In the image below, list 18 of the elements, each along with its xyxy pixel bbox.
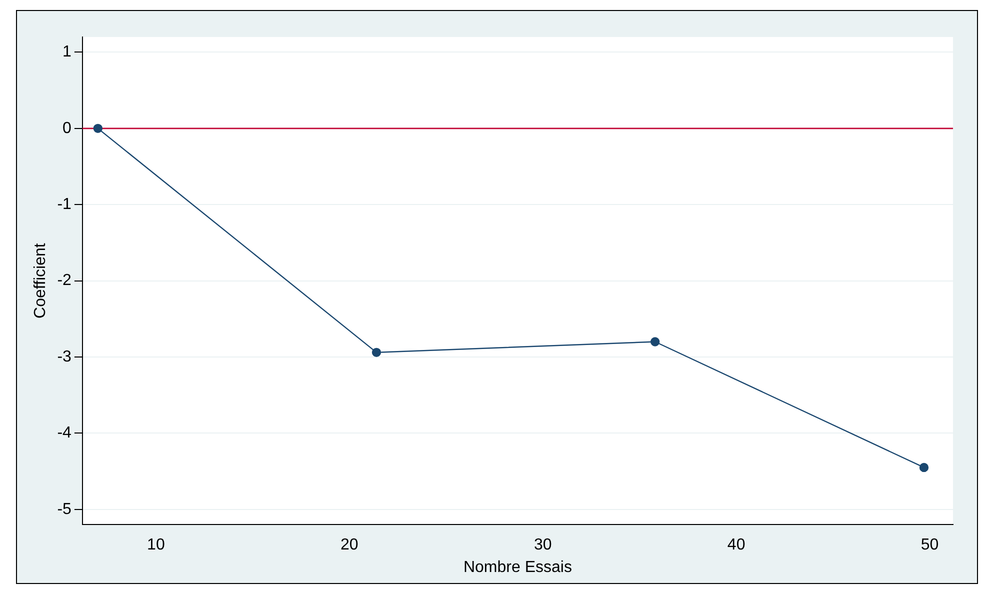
x-tick-label: 30 — [534, 536, 552, 554]
x-tick-label: 40 — [727, 536, 746, 554]
y-tick-label: -5 — [57, 500, 72, 518]
point — [650, 337, 660, 346]
point — [93, 124, 103, 134]
x-axis-title: Nombre Essais — [463, 558, 572, 576]
y-tick-label: -1 — [57, 196, 72, 214]
x-tick-label: 20 — [340, 536, 358, 554]
y-tick-label: -3 — [57, 348, 72, 366]
y-axis-title: Coefficient — [32, 242, 50, 318]
y-tick-label: 1 — [62, 44, 72, 61]
point — [919, 462, 929, 472]
y-tick-label: -4 — [57, 424, 72, 442]
y-tick-label: 0 — [62, 120, 72, 137]
y-tick-label: -2 — [57, 272, 72, 290]
x-tick-label: 50 — [920, 536, 939, 554]
x-tick-label: 10 — [147, 536, 165, 554]
point — [372, 348, 382, 358]
